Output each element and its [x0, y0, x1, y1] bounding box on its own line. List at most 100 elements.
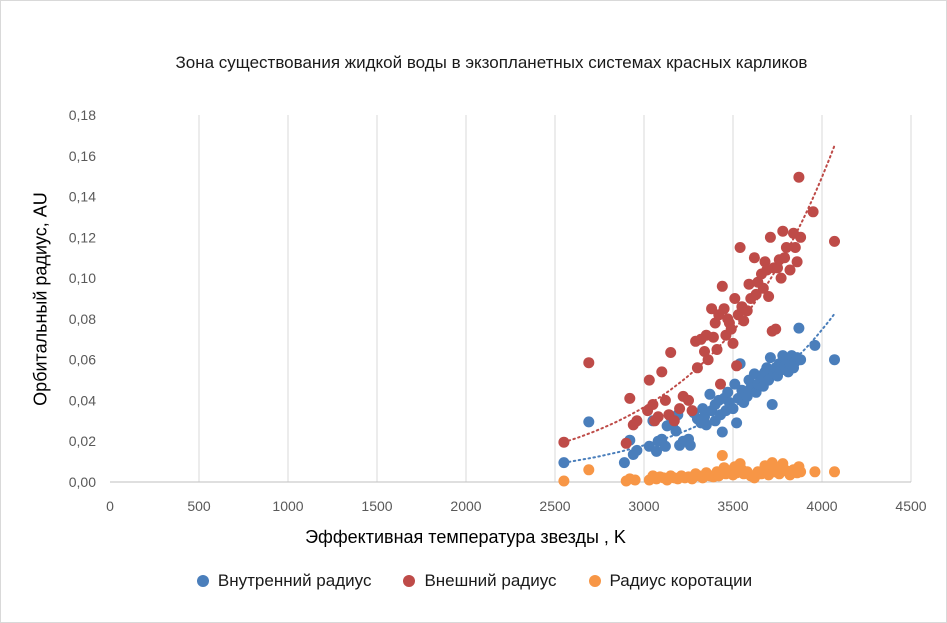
inner-radius-point: [684, 439, 696, 451]
outer-radius-point: [709, 317, 721, 329]
x-tick-label: 4000: [806, 498, 837, 514]
y-tick-label: 0,12: [69, 229, 96, 245]
outer-radius-point: [750, 288, 762, 300]
outer-radius-point: [727, 337, 739, 349]
y-tick-label: 0,10: [69, 270, 96, 286]
legend-label-inner-radius: Внутренний радиус: [217, 571, 372, 590]
x-tick-label: 4500: [895, 498, 926, 514]
y-tick-label: 0,04: [69, 392, 96, 408]
outer-radius-point: [707, 331, 719, 343]
outer-radius-point: [789, 242, 801, 253]
outer-radius-point: [780, 242, 792, 253]
legend-item-outer-radius: Внешний радиус: [403, 571, 557, 591]
corotation-radius-point: [558, 475, 570, 487]
outer-radius-point: [763, 291, 775, 302]
inner-radius-point: [795, 354, 807, 366]
outer-radius-point: [702, 354, 714, 366]
outer-radius-point: [558, 436, 570, 448]
inner-radius-point: [716, 426, 728, 438]
outer-radius-point: [829, 235, 840, 247]
outer-radius-point: [731, 360, 743, 372]
inner-radius-point: [727, 403, 739, 415]
inner-radius-point: [729, 378, 741, 390]
legend: Внутренний радиус Внешний радиус Радиус …: [1, 571, 947, 591]
inner-radius-point: [722, 386, 734, 398]
outer-radius-point: [711, 344, 723, 355]
inner-radius-point: [809, 339, 821, 351]
y-tick-label: 0,06: [69, 352, 96, 368]
outer-radius-point: [764, 231, 776, 243]
outer-radius-point: [807, 206, 819, 218]
inner-radius-point: [764, 352, 776, 364]
inner-radius-point: [731, 417, 743, 429]
legend-label-outer-radius: Внешний радиус: [424, 571, 557, 590]
inner-radius-point: [829, 354, 840, 366]
x-tick-label: 1500: [361, 498, 392, 514]
outer-radius-point: [741, 305, 753, 317]
inner-radius-point: [651, 445, 662, 457]
x-tick-label: 0: [106, 498, 114, 514]
outer-radius-point: [770, 323, 782, 335]
inner-radius-point: [741, 390, 753, 402]
outer-radius-point: [624, 392, 636, 404]
x-tick-label: 2500: [539, 498, 570, 514]
outer-radius-point: [643, 374, 655, 386]
corotation-radius-point: [829, 466, 840, 478]
inner-radius-point: [558, 457, 570, 469]
outer-radius-point: [777, 225, 789, 237]
outer-radius-point: [718, 303, 730, 315]
outer-radius-point: [759, 256, 771, 268]
legend-item-inner-radius: Внутренний радиус: [196, 571, 372, 591]
inner-radius-point: [631, 444, 643, 456]
corotation-radius-point: [795, 466, 807, 478]
outer-radius-point: [674, 403, 686, 415]
legend-marker-outer-radius: [403, 575, 416, 587]
y-tick-label: 0,14: [69, 189, 96, 205]
outer-radius-point: [725, 323, 737, 335]
outer-radius-point: [757, 282, 769, 294]
outer-radius-point: [715, 378, 726, 390]
x-axis-label: Эффективная температура звезды , K: [305, 527, 626, 547]
outer-radius-point: [652, 411, 664, 423]
outer-radius-point: [791, 256, 803, 268]
inner-radius-point: [750, 386, 762, 398]
legend-marker-corotation-radius: [588, 575, 601, 587]
outer-radius-point: [734, 242, 746, 253]
inner-radius-point: [766, 399, 778, 410]
outer-radius-point: [795, 231, 807, 243]
outer-radius-point: [729, 293, 741, 304]
chart-title: Зона существования жидкой воды в экзопла…: [175, 53, 808, 72]
legend-item-corotation-radius: Радиус коротации: [588, 571, 752, 591]
outer-radius-point: [706, 303, 718, 315]
x-tick-label: 2000: [450, 498, 481, 514]
outer-radius-point: [656, 366, 668, 378]
y-tick-label: 0,00: [69, 474, 96, 490]
corotation-radius-point: [809, 466, 821, 478]
corotation-radius-point: [629, 474, 641, 486]
corotation-radius-point: [583, 464, 595, 476]
y-tick-label: 0,16: [69, 148, 96, 164]
outer-radius-point: [738, 315, 750, 327]
corotation-radius-point: [716, 450, 728, 461]
outer-radius-point: [659, 394, 671, 406]
outer-radius-point: [686, 405, 698, 417]
outer-radius-point: [668, 415, 680, 427]
inner-radius-point: [793, 322, 805, 334]
outer-radius-point: [631, 415, 643, 427]
x-tick-label: 500: [187, 498, 211, 514]
inner-radius-point: [704, 388, 716, 400]
outer-radius-point: [793, 171, 805, 183]
trendline-1: [562, 144, 836, 444]
outer-radius-point: [647, 399, 659, 410]
x-tick-label: 3500: [717, 498, 748, 514]
inner-radius-point: [697, 403, 709, 415]
legend-marker-inner-radius: [196, 575, 209, 587]
y-tick-label: 0,08: [69, 311, 96, 327]
outer-radius-point: [784, 264, 796, 276]
outer-radius-point: [743, 278, 755, 290]
outer-radius-point: [691, 362, 703, 374]
outer-radius-point: [620, 437, 632, 449]
outer-radius-point: [775, 272, 787, 284]
outer-radius-point: [748, 252, 760, 264]
